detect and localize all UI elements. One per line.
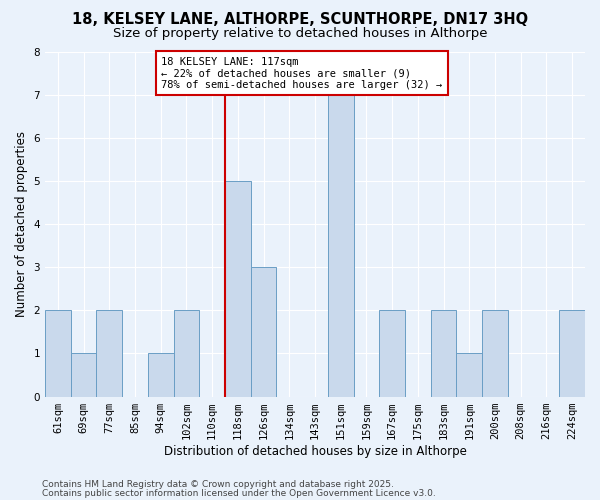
X-axis label: Distribution of detached houses by size in Althorpe: Distribution of detached houses by size … bbox=[164, 444, 466, 458]
Bar bbox=[45, 310, 71, 396]
Text: Contains HM Land Registry data © Crown copyright and database right 2025.: Contains HM Land Registry data © Crown c… bbox=[42, 480, 394, 489]
Bar bbox=[328, 94, 353, 397]
Bar bbox=[71, 354, 97, 397]
Bar bbox=[559, 310, 585, 396]
Bar bbox=[482, 310, 508, 396]
Text: Contains public sector information licensed under the Open Government Licence v3: Contains public sector information licen… bbox=[42, 489, 436, 498]
Y-axis label: Number of detached properties: Number of detached properties bbox=[15, 131, 28, 317]
Text: Size of property relative to detached houses in Althorpe: Size of property relative to detached ho… bbox=[113, 28, 487, 40]
Text: 18 KELSEY LANE: 117sqm
← 22% of detached houses are smaller (9)
78% of semi-deta: 18 KELSEY LANE: 117sqm ← 22% of detached… bbox=[161, 56, 442, 90]
Bar bbox=[97, 310, 122, 396]
Bar bbox=[225, 181, 251, 396]
Text: 18, KELSEY LANE, ALTHORPE, SCUNTHORPE, DN17 3HQ: 18, KELSEY LANE, ALTHORPE, SCUNTHORPE, D… bbox=[72, 12, 528, 28]
Bar bbox=[379, 310, 405, 396]
Bar bbox=[251, 267, 277, 396]
Bar bbox=[457, 354, 482, 397]
Bar bbox=[431, 310, 457, 396]
Bar bbox=[173, 310, 199, 396]
Bar bbox=[148, 354, 173, 397]
